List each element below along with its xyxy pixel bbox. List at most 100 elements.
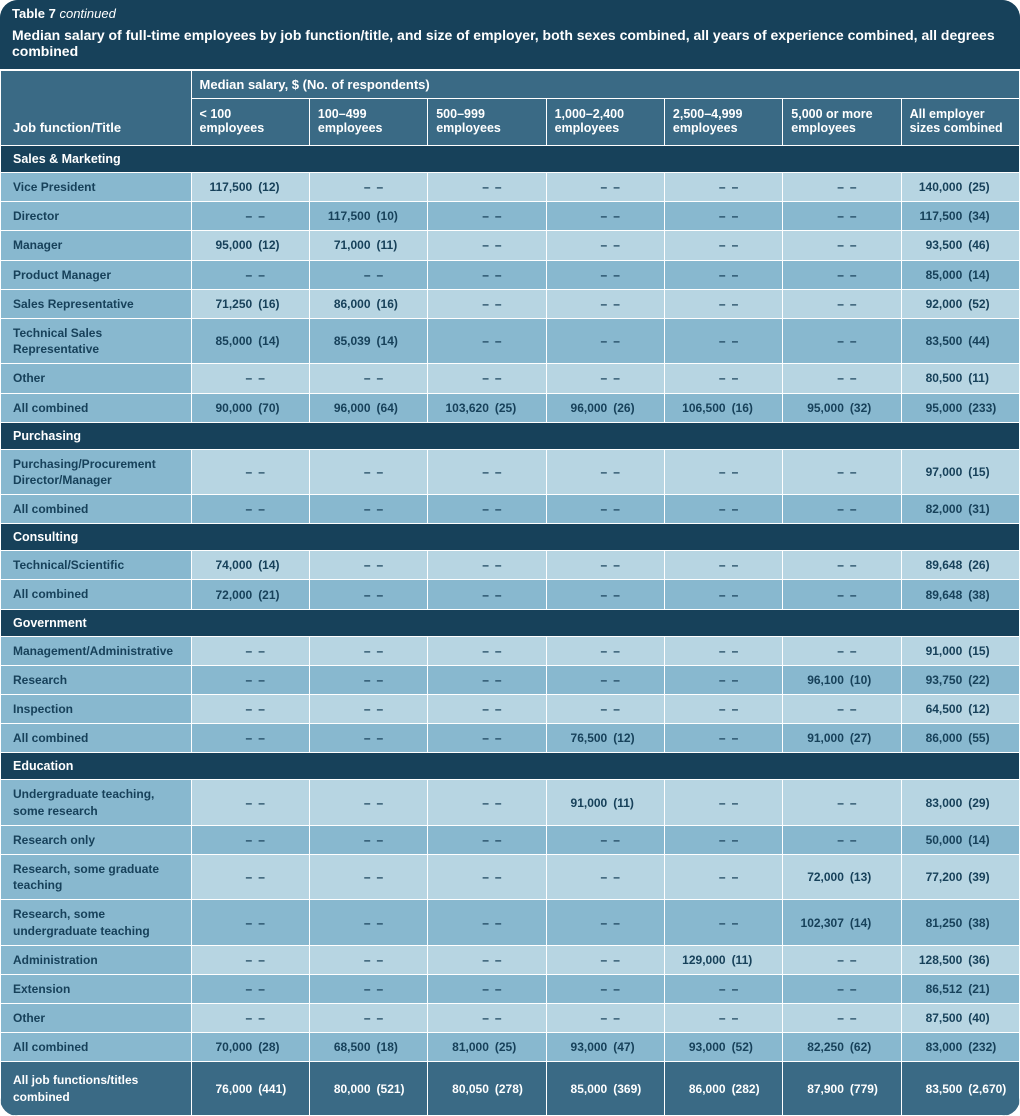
data-cell: 86,000(55) — [901, 724, 1019, 753]
respondent-count: – — [732, 833, 777, 847]
salary-value: – — [553, 209, 614, 223]
salary-value: – — [198, 702, 259, 716]
salary-value: 80,500 — [908, 371, 969, 385]
respondent-count: – — [613, 268, 658, 282]
data-cell: –– — [309, 974, 427, 1003]
data-cell: 82,250(62) — [783, 1033, 901, 1062]
salary-value: – — [316, 268, 377, 282]
salary-value: – — [434, 180, 495, 194]
data-cell: 87,900(779) — [783, 1062, 901, 1115]
respondent-count: – — [613, 982, 658, 996]
salary-value: – — [789, 796, 850, 810]
respondent-count: – — [613, 833, 658, 847]
salary-value: – — [434, 833, 495, 847]
data-cell: 76,500(12) — [546, 724, 664, 753]
respondent-count: – — [377, 465, 422, 479]
salary-value: – — [789, 371, 850, 385]
data-cell: 85,000(14) — [191, 318, 309, 363]
row-label: Research, some graduate teaching — [1, 854, 192, 899]
table-title-bar: Table 7 continued — [0, 0, 1020, 25]
respondent-count: – — [732, 371, 777, 385]
data-cell: 93,000(52) — [664, 1033, 782, 1062]
data-cell: –– — [309, 580, 427, 609]
data-cell: –– — [428, 825, 546, 854]
respondent-count: – — [495, 916, 540, 930]
data-cell: –– — [191, 854, 309, 899]
salary-value: – — [316, 870, 377, 884]
data-cell: 86,000(282) — [664, 1062, 782, 1115]
salary-value: – — [198, 502, 259, 516]
salary-value: – — [553, 1011, 614, 1025]
respondent-count: (12) — [258, 238, 303, 252]
salary-value: – — [671, 870, 732, 884]
data-cell: –– — [428, 495, 546, 524]
data-cell: –– — [428, 945, 546, 974]
data-cell: –– — [309, 900, 427, 945]
salary-value: – — [316, 558, 377, 572]
row-label: Purchasing/Procurement Director/Manager — [1, 449, 192, 494]
data-cell: –– — [309, 173, 427, 202]
data-cell: 74,000(14) — [191, 551, 309, 580]
data-cell: –– — [783, 449, 901, 494]
row-label: Extension — [1, 974, 192, 1003]
salary-value: – — [789, 465, 850, 479]
respondent-count: – — [377, 268, 422, 282]
respondent-count: (232) — [968, 1040, 1013, 1054]
respondent-count: – — [613, 238, 658, 252]
data-cell: –– — [664, 854, 782, 899]
salary-value: – — [553, 953, 614, 967]
data-cell: –– — [309, 1004, 427, 1033]
data-cell: 97,000(15) — [901, 449, 1019, 494]
data-cell: 106,500(16) — [664, 393, 782, 422]
salary-value: – — [553, 180, 614, 194]
respondent-count: (52) — [732, 1040, 777, 1054]
respondent-count: – — [732, 238, 777, 252]
row-label: Administration — [1, 945, 192, 974]
data-cell: –– — [428, 260, 546, 289]
salary-value: 93,500 — [908, 238, 969, 252]
respondent-count: – — [732, 465, 777, 479]
salary-value: 91,000 — [553, 796, 614, 810]
salary-value: – — [553, 833, 614, 847]
salary-value: 81,000 — [434, 1040, 495, 1054]
respondent-count: – — [732, 702, 777, 716]
salary-value: – — [434, 870, 495, 884]
respondent-count: – — [495, 180, 540, 194]
data-cell: –– — [428, 318, 546, 363]
respondent-count: – — [613, 870, 658, 884]
respondent-count: – — [850, 588, 895, 602]
respondent-count: (22) — [968, 673, 1013, 687]
respondent-count: (16) — [258, 297, 303, 311]
salary-value: 86,512 — [908, 982, 969, 996]
data-cell: –– — [309, 495, 427, 524]
salary-value: – — [434, 982, 495, 996]
respondent-count: – — [613, 644, 658, 658]
grand-total-row: All job functions/titlescombined76,000(4… — [1, 1062, 1020, 1115]
data-cell: –– — [191, 202, 309, 231]
data-cell: 83,000(29) — [901, 780, 1019, 825]
respondent-count: – — [732, 796, 777, 810]
data-cell: –– — [428, 665, 546, 694]
data-cell: 96,000(64) — [309, 393, 427, 422]
salary-value: – — [434, 297, 495, 311]
salary-value: – — [671, 796, 732, 810]
column-header: 2,500–4,999employees — [664, 99, 782, 146]
respondent-count: (70) — [258, 401, 303, 415]
respondent-count: – — [613, 558, 658, 572]
respondent-count: (29) — [968, 796, 1013, 810]
respondent-count: – — [377, 673, 422, 687]
salary-value: – — [198, 268, 259, 282]
salary-value: 80,050 — [434, 1082, 495, 1096]
table-row: Sales Representative71,250(16)86,000(16)… — [1, 289, 1020, 318]
salary-value: – — [671, 558, 732, 572]
data-cell: –– — [664, 695, 782, 724]
salary-value: 90,000 — [198, 401, 259, 415]
salary-value: – — [198, 673, 259, 687]
salary-value: – — [789, 982, 850, 996]
salary-value: – — [671, 731, 732, 745]
data-cell: 85,000(369) — [546, 1062, 664, 1115]
data-cell: –– — [664, 231, 782, 260]
respondent-count: – — [258, 702, 303, 716]
salary-value: 77,200 — [908, 870, 969, 884]
salary-value: 85,039 — [316, 334, 377, 348]
